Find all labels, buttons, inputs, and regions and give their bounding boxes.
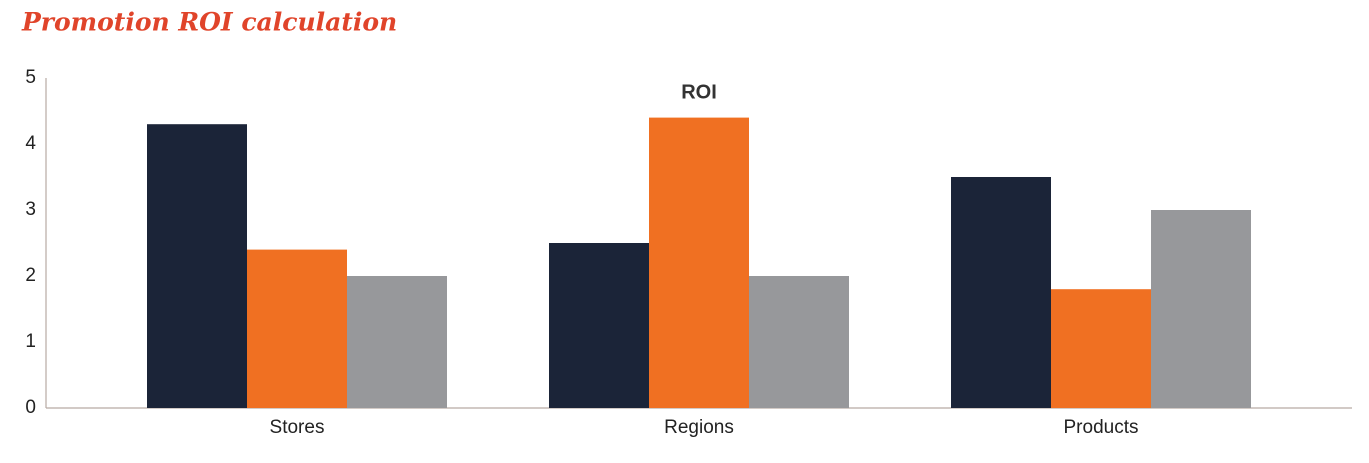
bar — [247, 249, 347, 408]
bar — [1051, 289, 1151, 408]
bar — [347, 276, 447, 408]
x-tick-label: Products — [1064, 417, 1139, 438]
x-tick-label: Stores — [270, 417, 325, 438]
bar — [1151, 210, 1251, 408]
y-tick-label: 0 — [25, 397, 36, 418]
bar — [549, 243, 649, 408]
bar — [147, 124, 247, 408]
y-tick-label: 4 — [25, 133, 36, 154]
bar — [749, 276, 849, 408]
bar — [951, 177, 1051, 408]
chart-title: ROI — [681, 81, 717, 103]
y-tick-label: 2 — [25, 265, 36, 286]
y-tick-label: 3 — [25, 199, 36, 220]
y-tick-label: 5 — [25, 67, 36, 88]
y-tick-label: 1 — [25, 331, 36, 352]
page-title: Promotion ROI calculation — [21, 8, 397, 37]
bar — [649, 117, 749, 408]
x-tick-label: Regions — [664, 417, 734, 438]
